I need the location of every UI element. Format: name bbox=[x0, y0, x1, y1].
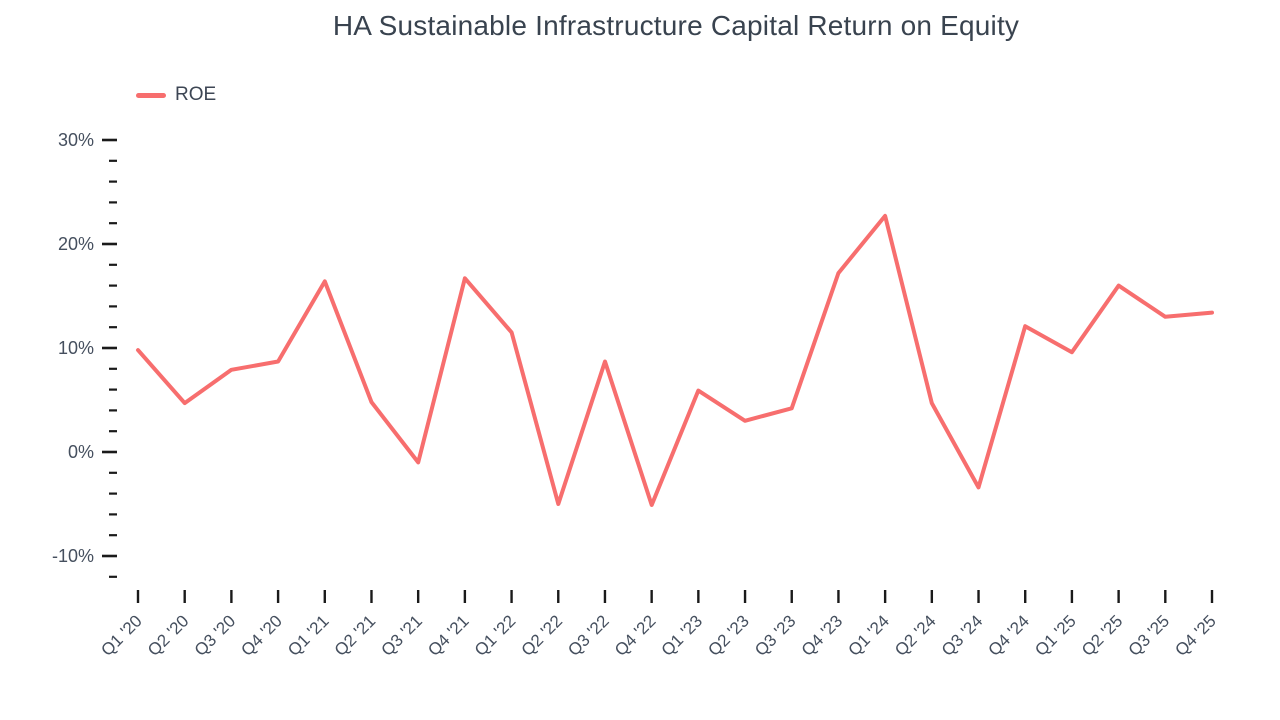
x-axis-tick-label: Q3 '23 bbox=[751, 611, 799, 659]
x-axis-tick-label: Q1 '20 bbox=[97, 611, 145, 659]
y-axis-tick-label: 0% bbox=[68, 442, 94, 462]
y-axis-tick-label: 20% bbox=[58, 234, 94, 254]
x-axis-tick-label: Q2 '24 bbox=[891, 611, 939, 659]
x-axis-tick-label: Q2 '25 bbox=[1078, 611, 1126, 659]
x-axis-tick-label: Q4 '21 bbox=[424, 611, 472, 659]
x-axis-tick-label: Q3 '21 bbox=[378, 611, 426, 659]
x-axis-tick-label: Q2 '21 bbox=[331, 611, 379, 659]
x-axis-tick-label: Q4 '24 bbox=[985, 611, 1033, 659]
x-axis-tick-label: Q1 '25 bbox=[1031, 611, 1079, 659]
legend-line-swatch-icon bbox=[136, 92, 166, 98]
x-axis-tick-label: Q3 '20 bbox=[191, 611, 239, 659]
x-axis-tick-label: Q4 '23 bbox=[798, 611, 846, 659]
x-axis-tick-label: Q1 '24 bbox=[844, 611, 892, 659]
legend-item-label: ROE bbox=[175, 84, 217, 105]
y-axis-tick-label: 10% bbox=[58, 338, 94, 358]
y-axis-tick-label: -10% bbox=[52, 546, 94, 566]
x-axis-tick-label: Q3 '25 bbox=[1125, 611, 1173, 659]
x-axis-tick-label: Q1 '23 bbox=[658, 611, 706, 659]
x-axis-tick-label: Q3 '24 bbox=[938, 611, 986, 659]
x-axis-tick-label: Q1 '21 bbox=[284, 611, 332, 659]
series-line-roe bbox=[136, 213, 1214, 507]
y-axis-tick-label: 30% bbox=[58, 130, 94, 150]
chart-title: HA Sustainable Infrastructure Capital Re… bbox=[332, 10, 1020, 41]
x-axis-tick-label: Q4 '25 bbox=[1171, 611, 1219, 659]
x-axis-tick-label: Q4 '22 bbox=[611, 611, 659, 659]
legend: ROE bbox=[136, 84, 216, 106]
x-axis-tick-label: Q2 '23 bbox=[704, 611, 752, 659]
x-axis-tick-label: Q1 '22 bbox=[471, 611, 519, 659]
x-axis-tick-label: Q2 '20 bbox=[144, 611, 192, 659]
x-axis-tick-label: Q3 '22 bbox=[564, 611, 612, 659]
legend-item-roe[interactable]: ROE bbox=[136, 84, 216, 106]
x-axis-tick-label: Q2 '22 bbox=[518, 611, 566, 659]
x-axis-tick-label: Q4 '20 bbox=[237, 611, 285, 659]
